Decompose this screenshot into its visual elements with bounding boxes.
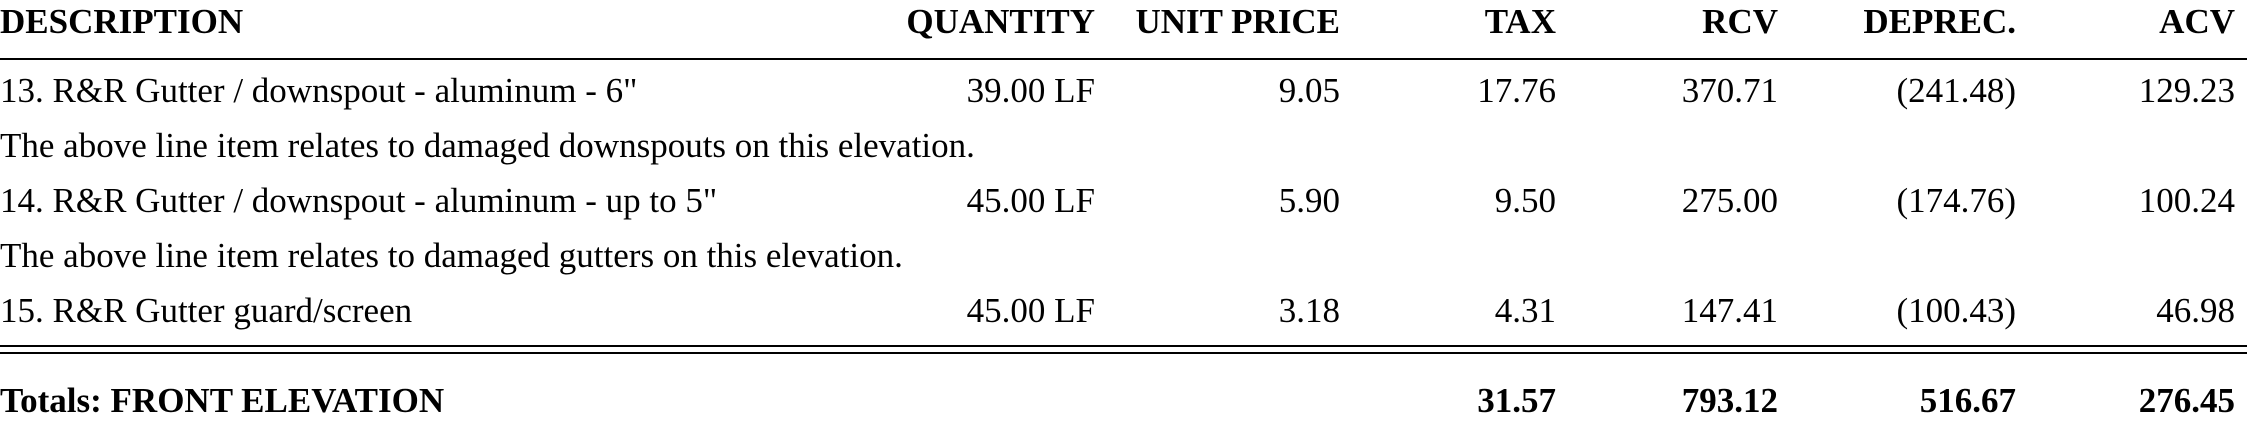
item-quantity: 45.00 LF (966, 291, 1095, 330)
item-deprec: (241.48) (1896, 71, 2016, 110)
item-rcv: 275.00 (1681, 181, 1778, 220)
item-deprec: (100.43) (1896, 291, 2016, 330)
totals-tax: 31.57 (1477, 381, 1556, 420)
header-rule (0, 58, 2247, 60)
item-note-text: The above line item relates to damaged d… (0, 126, 975, 165)
totals-deprec: 516.67 (1919, 381, 2016, 420)
item-tax: 4.31 (1494, 291, 1556, 330)
table-header: DESCRIPTION QUANTITY UNIT PRICE TAX RCV … (0, 0, 2247, 50)
item-description: 14. R&R Gutter / downspout - aluminum - … (0, 181, 718, 220)
header-acv: ACV (2159, 2, 2235, 41)
item-tax: 17.76 (1477, 71, 1556, 110)
totals-label: Totals: FRONT ELEVATION (0, 381, 445, 420)
totals-rule-top (0, 345, 2247, 347)
table-row: 13. R&R Gutter / downspout - aluminum - … (0, 63, 2247, 119)
header-quantity: QUANTITY (906, 2, 1095, 41)
item-tax: 9.50 (1494, 181, 1556, 220)
table-row: 14. R&R Gutter / downspout - aluminum - … (0, 173, 2247, 229)
header-rcv: RCV (1702, 2, 1778, 41)
item-acv: 46.98 (2156, 291, 2235, 330)
item-description: 15. R&R Gutter guard/screen (0, 291, 413, 330)
item-quantity: 39.00 LF (966, 71, 1095, 110)
item-quantity: 45.00 LF (966, 181, 1095, 220)
item-note-text: The above line item relates to damaged g… (0, 236, 903, 275)
item-description: 13. R&R Gutter / downspout - aluminum - … (0, 71, 638, 110)
header-tax: TAX (1484, 2, 1556, 41)
totals-rcv: 793.12 (1681, 381, 1778, 420)
item-rcv: 147.41 (1681, 291, 1778, 330)
item-note: The above line item relates to damaged d… (0, 118, 2247, 174)
item-unit-price: 5.90 (1278, 181, 1340, 220)
totals-rule-bottom (0, 352, 2247, 354)
item-unit-price: 3.18 (1278, 291, 1340, 330)
item-deprec: (174.76) (1896, 181, 2016, 220)
item-acv: 129.23 (2138, 71, 2235, 110)
item-note: The above line item relates to damaged g… (0, 228, 2247, 284)
item-rcv: 370.71 (1681, 71, 1778, 110)
item-unit-price: 9.05 (1278, 71, 1340, 110)
header-deprec: DEPREC. (1863, 2, 2016, 41)
totals-acv: 276.45 (2138, 381, 2235, 420)
totals-row: Totals: FRONT ELEVATION 31.57 793.12 516… (0, 373, 2247, 429)
header-unit-price: UNIT PRICE (1135, 2, 1340, 41)
table-row: 15. R&R Gutter guard/screen 45.00 LF 3.1… (0, 283, 2247, 339)
item-acv: 100.24 (2138, 181, 2235, 220)
header-description: DESCRIPTION (0, 2, 244, 41)
